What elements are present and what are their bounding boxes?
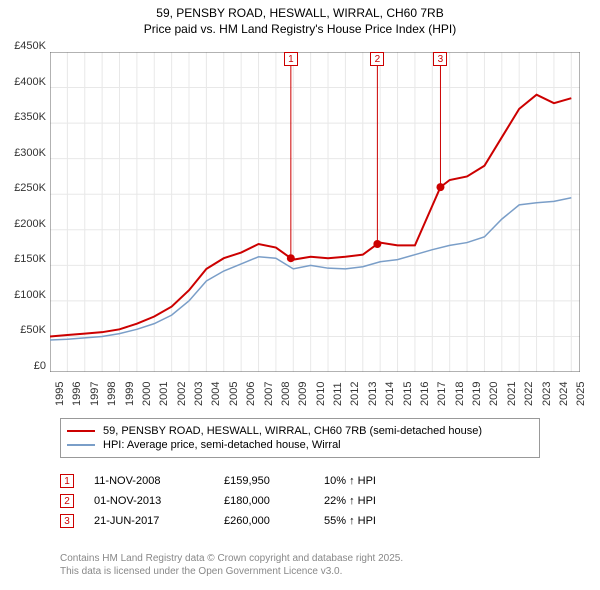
datapoint-delta: 10% ↑ HPI [324, 475, 376, 487]
legend-item: HPI: Average price, semi-detached house,… [67, 439, 533, 451]
datapoint-row: 1 11-NOV-2008£159,95010% ↑ HPI [60, 474, 376, 488]
chart-marker-flag: 3 [433, 52, 447, 66]
x-tick-label: 2023 [541, 382, 553, 406]
x-tick-label: 1995 [54, 382, 66, 406]
x-tick-label: 2025 [575, 382, 587, 406]
x-tick-label: 2020 [488, 382, 500, 406]
x-tick-label: 1996 [71, 382, 83, 406]
x-tick-label: 2007 [263, 382, 275, 406]
x-tick-label: 1999 [124, 382, 136, 406]
y-tick-label: £150K [4, 253, 46, 265]
x-tick-label: 2022 [523, 382, 535, 406]
x-tick-label: 2000 [141, 382, 153, 406]
x-tick-label: 2024 [558, 382, 570, 406]
datapoint-marker: 2 [60, 494, 74, 508]
datapoint-price: £260,000 [224, 515, 324, 527]
chart-area: 1 2 3 [50, 52, 580, 372]
x-tick-label: 2021 [506, 382, 518, 406]
x-tick-label: 2014 [384, 382, 396, 406]
y-tick-label: £350K [4, 111, 46, 123]
x-tick-label: 2006 [245, 382, 257, 406]
x-tick-label: 2010 [315, 382, 327, 406]
datapoint-table: 1 11-NOV-2008£159,95010% ↑ HPI 2 01-NOV-201… [60, 468, 376, 534]
chart-marker-flag: 1 [284, 52, 298, 66]
x-tick-label: 2016 [419, 382, 431, 406]
x-tick-label: 2012 [349, 382, 361, 406]
x-tick-label: 2013 [367, 382, 379, 406]
datapoint-row: 2 01-NOV-2013£180,00022% ↑ HPI [60, 494, 376, 508]
legend-label: HPI: Average price, semi-detached house,… [103, 439, 341, 451]
datapoint-date: 01-NOV-2013 [94, 495, 224, 507]
legend-item: 59, PENSBY ROAD, HESWALL, WIRRAL, CH60 7… [67, 425, 533, 437]
datapoint-delta: 55% ↑ HPI [324, 515, 376, 527]
chart-marker-flag: 2 [370, 52, 384, 66]
x-tick-label: 2015 [402, 382, 414, 406]
x-tick-label: 2018 [454, 382, 466, 406]
chart-container: 59, PENSBY ROAD, HESWALL, WIRRAL, CH60 7… [0, 0, 600, 590]
y-tick-label: £50K [4, 324, 46, 336]
x-tick-label: 2019 [471, 382, 483, 406]
datapoint-row: 3 21-JUN-2017£260,00055% ↑ HPI [60, 514, 376, 528]
x-tick-label: 1997 [89, 382, 101, 406]
x-tick-label: 2003 [193, 382, 205, 406]
x-tick-label: 2011 [332, 382, 344, 406]
datapoint-price: £180,000 [224, 495, 324, 507]
y-tick-label: £200K [4, 218, 46, 230]
y-tick-label: £100K [4, 289, 46, 301]
chart-subtitle: Price paid vs. HM Land Registry's House … [0, 22, 600, 42]
footer-line1: Contains HM Land Registry data © Crown c… [60, 552, 403, 565]
y-axis-labels: £0 £50K £100K £150K £200K £250K £300K £350K £400… [4, 46, 48, 374]
x-tick-label: 2017 [436, 382, 448, 406]
datapoint-delta: 22% ↑ HPI [324, 495, 376, 507]
plot-svg [50, 52, 580, 372]
y-tick-label: £250K [4, 182, 46, 194]
x-tick-label: 2009 [297, 382, 309, 406]
x-tick-label: 2005 [228, 382, 240, 406]
x-tick-label: 2004 [210, 382, 222, 406]
y-tick-label: £450K [4, 40, 46, 52]
x-tick-label: 2008 [280, 382, 292, 406]
datapoint-marker: 1 [60, 474, 74, 488]
legend-swatch [67, 430, 95, 432]
datapoint-date: 11-NOV-2008 [94, 475, 224, 487]
y-tick-label: £400K [4, 76, 46, 88]
footer-line2: This data is licensed under the Open Gov… [60, 565, 403, 578]
x-axis-labels: 1995 1996 1997 1998 1999 2000 2001 2002 2003 2004… [50, 376, 580, 416]
legend-swatch [67, 444, 95, 446]
datapoint-price: £159,950 [224, 475, 324, 487]
footer-attribution: Contains HM Land Registry data © Crown c… [60, 552, 403, 578]
x-tick-label: 1998 [106, 382, 118, 406]
datapoint-date: 21-JUN-2017 [94, 515, 224, 527]
y-tick-label: £300K [4, 147, 46, 159]
legend-label: 59, PENSBY ROAD, HESWALL, WIRRAL, CH60 7… [103, 425, 482, 437]
datapoint-marker: 3 [60, 514, 74, 528]
chart-title: 59, PENSBY ROAD, HESWALL, WIRRAL, CH60 7… [0, 0, 600, 22]
x-tick-label: 2002 [176, 382, 188, 406]
y-tick-label: £0 [4, 360, 46, 372]
legend: 59, PENSBY ROAD, HESWALL, WIRRAL, CH60 7… [60, 418, 540, 458]
x-tick-label: 2001 [158, 382, 170, 406]
